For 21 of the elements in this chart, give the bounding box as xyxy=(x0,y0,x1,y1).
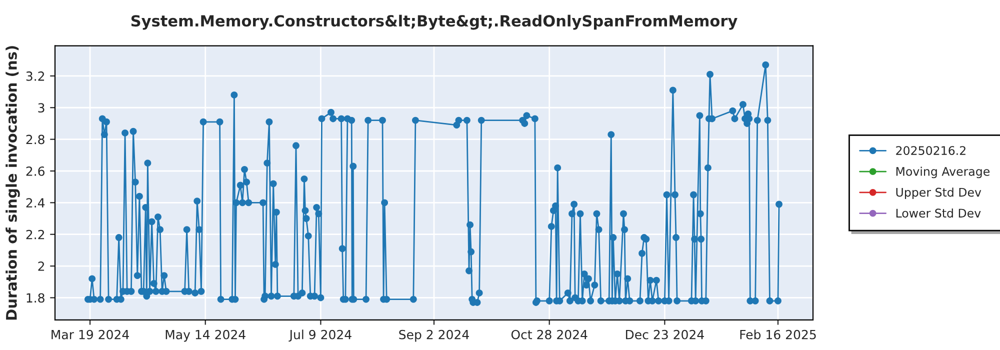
y-tick-label: 3 xyxy=(38,103,44,113)
x-tick-label: Feb 16 2025 xyxy=(740,330,816,340)
legend-label: Moving Average xyxy=(896,166,990,178)
x-tick-label: Oct 28 2024 xyxy=(511,330,588,340)
y-tick-label: 1.8 xyxy=(26,293,44,303)
legend-label: Lower Std Dev xyxy=(896,208,981,218)
x-tick-label: May 14 2024 xyxy=(166,330,246,342)
x-tick-label: Mar 19 2024 xyxy=(52,330,129,340)
x-tick-label: Jul 9 2024 xyxy=(288,330,352,342)
x-tick-label: Dec 23 2024 xyxy=(626,330,704,340)
y-tick-label: 2.6 xyxy=(26,166,44,176)
y-tick-label: 2 xyxy=(38,262,44,271)
legend-label: Upper Std Dev xyxy=(896,188,982,200)
y-axis-title: Duration of single invocation (ns) xyxy=(6,46,20,320)
y-tick-label: 2.8 xyxy=(26,134,44,144)
y-tick-label: 2.2 xyxy=(26,230,44,240)
x-tick-label: Sep 2 2024 xyxy=(399,330,469,342)
y-tick-label: 3.2 xyxy=(26,71,44,81)
legend-label: 20250216.2 xyxy=(896,146,966,155)
y-tick-label: 2.4 xyxy=(26,198,45,208)
chart-title: System.Memory.Constructors&lt;Byte&gt;.ReadOnlySpanFromMemory xyxy=(131,14,738,30)
